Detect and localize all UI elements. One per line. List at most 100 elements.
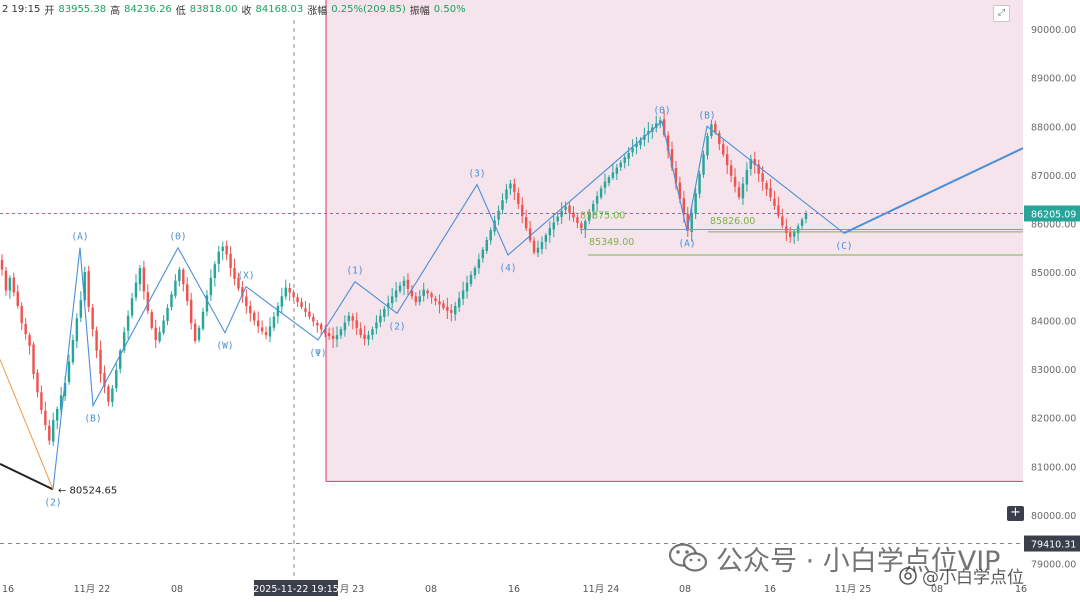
candle-body xyxy=(138,268,142,285)
y-tick-label: 83000.00 xyxy=(1031,365,1076,376)
candle-body xyxy=(398,285,402,292)
candle-body xyxy=(674,168,678,184)
candle-body xyxy=(635,143,638,148)
wave-label: (W) xyxy=(216,341,233,352)
candle-body xyxy=(36,372,39,393)
support-label-1: 85875.00 xyxy=(580,211,625,222)
candle-body xyxy=(351,316,354,321)
candle-body xyxy=(595,196,599,204)
candle-body xyxy=(792,232,796,237)
low-label: 低 xyxy=(175,5,186,17)
candle-body xyxy=(658,120,662,124)
x-tick-label: 16 xyxy=(1015,584,1027,595)
candle-body xyxy=(761,173,764,182)
close-value: 84168.03 xyxy=(255,3,304,15)
candle-body xyxy=(442,303,445,308)
candle-body xyxy=(501,200,504,210)
candle-body xyxy=(170,294,173,308)
candle-body xyxy=(363,334,366,340)
candle-body xyxy=(174,280,177,296)
candle-body xyxy=(166,307,169,321)
candle-body xyxy=(465,282,469,292)
y-axis-background xyxy=(1024,0,1080,602)
y-tick-label: 81000.00 xyxy=(1031,462,1076,473)
candle-body xyxy=(690,212,693,233)
expand-icon[interactable]: ⤢ xyxy=(993,5,1010,22)
candle-body xyxy=(729,165,733,176)
candle-body xyxy=(359,328,362,336)
wave-label: (Ψ) xyxy=(309,348,326,359)
candle-body xyxy=(28,335,31,346)
y-tick-label: 86000.00 xyxy=(1031,219,1076,230)
candle-body xyxy=(276,306,280,317)
support-label-3: 85349.00 xyxy=(589,237,634,248)
candle-body xyxy=(59,395,63,410)
candle-body xyxy=(339,329,343,336)
candle-body xyxy=(304,308,307,312)
candle-body xyxy=(733,176,737,187)
trend-line-orange xyxy=(0,359,54,490)
candle-body xyxy=(48,425,51,441)
candle-body xyxy=(44,410,47,425)
wechat-icon xyxy=(668,543,708,572)
candle-body xyxy=(450,310,453,313)
x-tick-label: 08 xyxy=(171,584,183,595)
range-box xyxy=(326,0,1023,482)
candle-body xyxy=(387,303,390,308)
candle-body xyxy=(158,332,161,342)
candle-body xyxy=(245,296,248,306)
crosshair-time-tag xyxy=(254,580,338,596)
candle-body xyxy=(367,335,370,340)
candle-body xyxy=(666,135,670,151)
header-time: 2 19:15 xyxy=(2,3,41,15)
candle-body xyxy=(655,123,658,128)
candle-body xyxy=(521,204,524,217)
change-value: 0.25%(209.85) xyxy=(331,3,406,15)
candle-body xyxy=(469,274,473,285)
candle-body xyxy=(741,183,745,199)
wave-label: (2) xyxy=(44,497,61,508)
candle-body xyxy=(528,228,532,241)
candle-body xyxy=(753,159,756,166)
wave-label: (C) xyxy=(835,241,852,252)
candle-body xyxy=(40,392,43,410)
candle-body xyxy=(686,213,689,231)
candle-body xyxy=(225,245,228,255)
candle-body xyxy=(426,290,429,294)
candle-body xyxy=(800,219,804,226)
add-alert-button[interactable]: + xyxy=(1007,506,1024,521)
candle-body xyxy=(264,332,268,336)
projection-line xyxy=(843,147,1024,235)
candle-body xyxy=(154,327,157,340)
candle-body xyxy=(781,216,784,226)
candle-body xyxy=(20,306,23,323)
x-tick-label: 08 xyxy=(931,584,943,595)
candle-body xyxy=(757,164,760,174)
candle-body xyxy=(524,217,528,229)
candle-body xyxy=(71,340,75,363)
wave-label: (X) xyxy=(237,271,254,282)
amp-label: 振幅 xyxy=(409,5,430,17)
candle-body xyxy=(773,198,776,206)
candle-body xyxy=(272,316,276,328)
candle-body xyxy=(509,183,512,189)
candle-body xyxy=(702,154,705,175)
candle-body xyxy=(12,277,16,293)
candle-body xyxy=(737,187,741,198)
candle-body xyxy=(8,277,12,291)
y-tick-label: 88000.00 xyxy=(1031,122,1076,133)
low-price-marker: ← 80524.65 xyxy=(58,485,117,496)
candle-body xyxy=(312,316,315,322)
candle-body xyxy=(111,388,114,403)
candle-body xyxy=(201,311,205,329)
watermark: 公众号 · 小白学点位VIP xyxy=(668,538,1000,578)
current-price-tag-text: 86205.09 xyxy=(1031,209,1076,220)
candle-body xyxy=(300,302,303,307)
candle-body xyxy=(347,315,351,322)
candle-body xyxy=(588,212,591,221)
support-label-2: 85826.00 xyxy=(710,216,755,227)
at-circle-icon xyxy=(899,566,917,585)
y-tick-label: 90000.00 xyxy=(1031,25,1076,36)
wave-label: (3) xyxy=(468,169,485,180)
amp-value: 0.50% xyxy=(433,3,466,15)
